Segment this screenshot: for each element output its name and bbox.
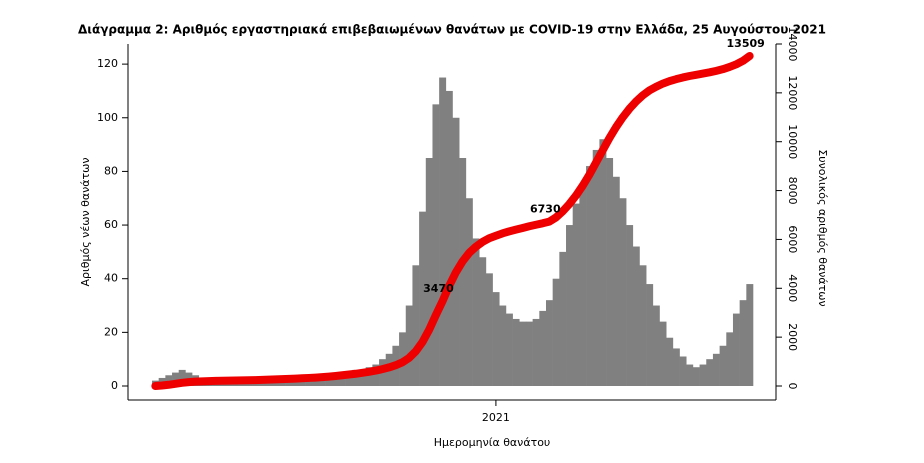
- x-tick-label: 2021: [482, 411, 510, 424]
- bar: [178, 369, 186, 386]
- y-tick-label: 120: [97, 57, 118, 70]
- bar: [619, 198, 627, 386]
- y2-tick-label: 4000: [786, 274, 799, 302]
- bar: [599, 139, 607, 386]
- bar: [626, 225, 634, 386]
- bar: [412, 265, 420, 386]
- bar: [499, 305, 507, 386]
- bar: [726, 332, 734, 386]
- bar: [459, 158, 467, 386]
- bar: [592, 149, 600, 386]
- bar: [672, 348, 680, 386]
- y-tick-label: 80: [104, 164, 118, 177]
- bar: [325, 375, 333, 386]
- bar: [345, 372, 353, 386]
- bar: [479, 257, 487, 386]
- y2-axis-label: Συνολικός αριθμός θανάτων: [816, 149, 829, 306]
- bar: [572, 203, 580, 386]
- bar: [559, 251, 567, 386]
- bar: [252, 383, 260, 386]
- y-tick-label: 100: [97, 111, 118, 124]
- bar: [452, 117, 460, 386]
- bar: [425, 158, 433, 386]
- bar: [439, 77, 447, 386]
- bar: [359, 369, 366, 386]
- bar: [646, 284, 654, 386]
- bar: [566, 225, 573, 386]
- chart-title: Διάγραμμα 2: Αριθμός εργαστηριακά επιβεβ…: [78, 23, 826, 37]
- bar: [512, 318, 520, 386]
- bar: [545, 300, 553, 386]
- value-label: 6730: [530, 203, 561, 216]
- bar: [699, 364, 707, 386]
- value-label: 13509: [727, 37, 765, 50]
- bar: [686, 364, 694, 386]
- bar: [332, 375, 340, 386]
- bar: [338, 372, 346, 386]
- bar: [238, 383, 246, 386]
- bar: [419, 211, 427, 386]
- bar: [278, 380, 286, 386]
- bar: [472, 238, 480, 386]
- bar: [492, 292, 500, 386]
- bar: [746, 284, 754, 386]
- bar: [505, 313, 513, 386]
- y-tick-label: 60: [104, 218, 118, 231]
- bar: [432, 104, 440, 387]
- bar: [525, 321, 533, 386]
- bar: [579, 184, 587, 386]
- bar: [539, 310, 547, 386]
- bar: [465, 198, 473, 386]
- bar: [706, 359, 714, 386]
- bar: [172, 372, 180, 386]
- y2-tick-label: 14000: [786, 27, 799, 62]
- bar: [445, 90, 453, 387]
- x-axis-label: Ημερομηνία θανάτου: [434, 436, 551, 449]
- bar: [719, 345, 727, 386]
- bar: [305, 377, 313, 386]
- bar: [732, 313, 740, 386]
- bar: [352, 369, 360, 386]
- y-axis-label: Αριθμός νέων θανάτων: [79, 158, 92, 287]
- y2-tick-label: 2000: [786, 323, 799, 351]
- bar: [519, 321, 527, 386]
- bar: [666, 337, 674, 386]
- bar: [405, 305, 413, 386]
- bar: [652, 305, 660, 386]
- bar: [372, 364, 380, 386]
- bar: [612, 176, 620, 386]
- bar: [692, 367, 700, 386]
- y-tick-label: 0: [111, 379, 118, 392]
- bar: [165, 375, 173, 386]
- y2-tick-label: 10000: [786, 124, 799, 159]
- bar: [679, 356, 687, 386]
- bar: [586, 166, 594, 386]
- bar: [312, 377, 320, 386]
- bar: [659, 321, 667, 386]
- bar: [245, 383, 253, 386]
- bar: [532, 318, 540, 386]
- bar: [285, 380, 293, 386]
- bar: [739, 300, 747, 386]
- y2-tick-label: 0: [786, 383, 799, 390]
- y2-tick-label: 6000: [786, 225, 799, 253]
- y2-tick-label: 8000: [786, 177, 799, 205]
- bar: [712, 353, 720, 386]
- bar: [606, 158, 614, 386]
- bar: [232, 383, 240, 386]
- bar: [632, 246, 640, 386]
- bar: [552, 278, 560, 386]
- bar: [485, 273, 493, 386]
- value-label: 3470: [423, 282, 454, 295]
- bar: [365, 367, 373, 386]
- y2-tick-label: 12000: [786, 75, 799, 110]
- bar: [639, 265, 647, 386]
- y-tick-label: 20: [104, 325, 118, 338]
- cumulative-line: [151, 51, 754, 390]
- y-tick-label: 40: [104, 272, 118, 285]
